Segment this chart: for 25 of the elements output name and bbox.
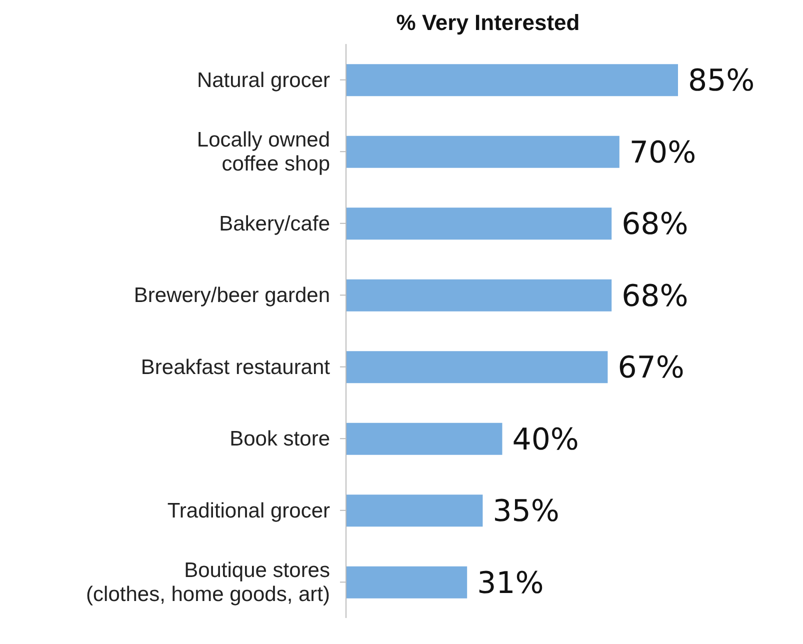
bar (346, 494, 483, 527)
data-label: 35% (492, 494, 560, 530)
y-tick-label: Natural grocer (196, 68, 330, 92)
bar (346, 566, 468, 598)
y-tick-label: Book store (230, 427, 330, 450)
y-tick-label: Locally owned coffee shop (196, 128, 330, 176)
data-label: 40% (512, 422, 579, 458)
y-tick-label: Boutique stores (clothes, home goods, art) (86, 558, 330, 606)
bar (346, 64, 678, 96)
chart-title: % Very Interested (395, 10, 581, 36)
y-tick-label: Breakfast restaurant (140, 355, 330, 378)
data-label: 31% (477, 566, 544, 601)
data-label: 67% (618, 350, 684, 386)
y-tick-label: Traditional grocer (167, 498, 330, 522)
data-label: 68% (622, 278, 688, 314)
data-label: 68% (622, 207, 688, 242)
bar (346, 422, 502, 455)
bar (346, 136, 620, 168)
data-label: 85% (688, 64, 755, 99)
bar (346, 208, 612, 240)
bar (346, 279, 612, 312)
bar (346, 351, 608, 384)
data-label: 70% (629, 135, 696, 170)
y-tick-label: Brewery/beer garden (134, 284, 330, 307)
y-tick-label: Bakery/cafe (219, 212, 330, 235)
